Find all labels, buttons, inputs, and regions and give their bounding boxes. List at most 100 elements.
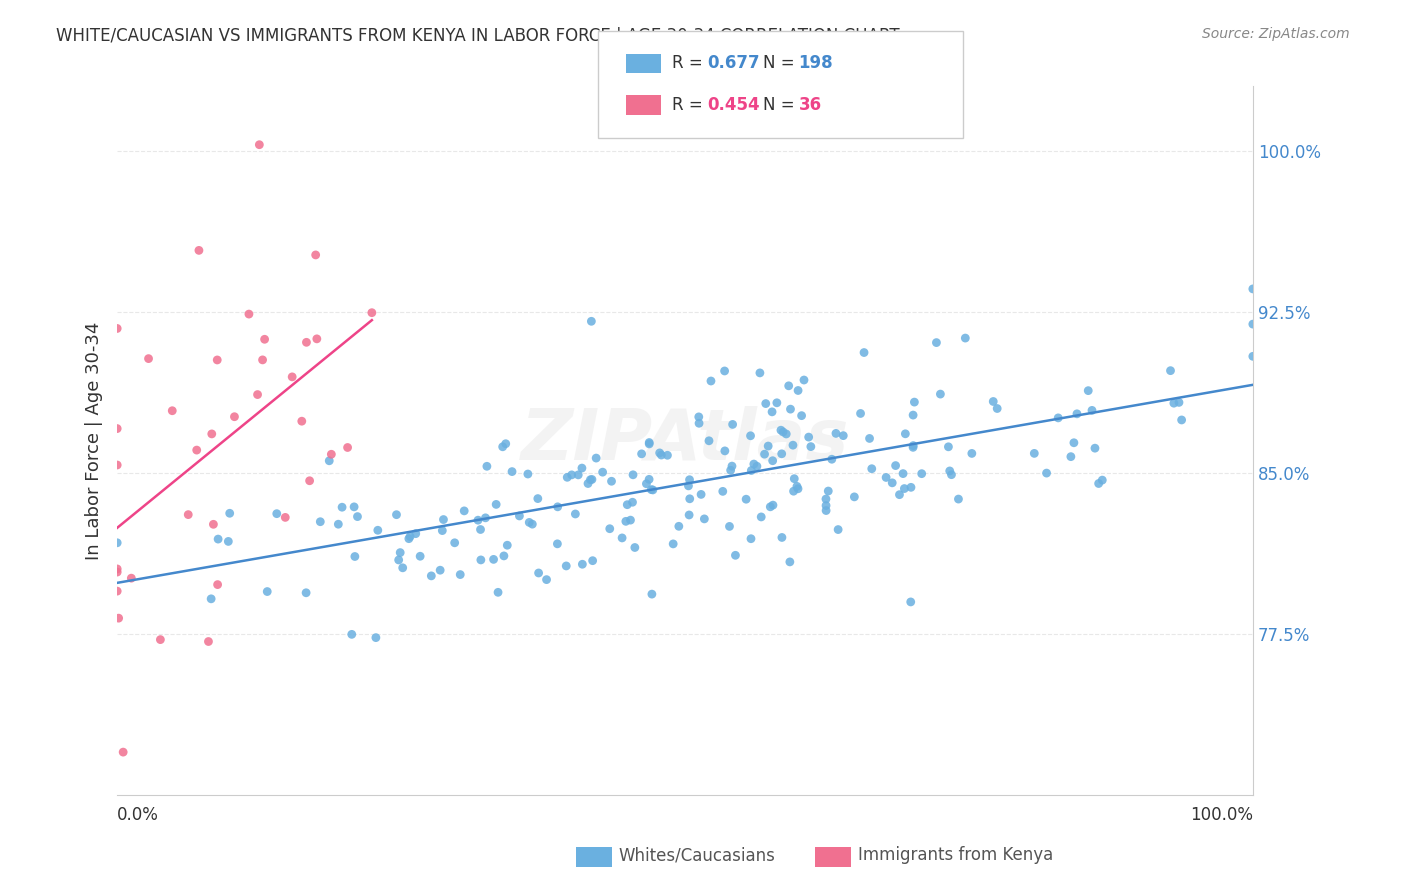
Point <box>797 430 820 444</box>
Point <box>891 467 914 481</box>
Point <box>105 536 128 550</box>
Text: N =: N = <box>763 96 800 114</box>
Point <box>443 536 465 550</box>
Point <box>925 335 948 350</box>
Point <box>486 585 509 599</box>
Point <box>582 554 605 568</box>
Point <box>1063 435 1085 450</box>
Point <box>470 523 492 537</box>
Point <box>432 524 454 538</box>
Point <box>636 476 658 491</box>
Text: N =: N = <box>763 54 800 72</box>
Point <box>330 500 353 515</box>
Point <box>714 443 737 458</box>
Point <box>1047 410 1070 425</box>
Point <box>903 439 925 453</box>
Point <box>105 565 128 579</box>
Point <box>825 426 848 441</box>
Point <box>779 555 801 569</box>
Point <box>875 470 897 484</box>
Point <box>546 537 568 551</box>
Point <box>318 454 340 468</box>
Point <box>638 472 661 486</box>
Point <box>787 482 810 496</box>
Point <box>1241 349 1264 363</box>
Text: Whites/Caucasians: Whites/Caucasians <box>619 847 776 864</box>
Point <box>778 379 800 393</box>
Point <box>367 523 389 537</box>
Point <box>328 517 350 532</box>
Point <box>678 473 700 487</box>
Point <box>207 353 229 368</box>
Point <box>938 440 960 454</box>
Point <box>903 395 925 409</box>
Point <box>668 519 690 533</box>
Point <box>900 480 922 494</box>
Point <box>821 452 844 467</box>
Point <box>207 577 229 591</box>
Point <box>772 425 794 439</box>
Text: 36: 36 <box>799 96 821 114</box>
Point <box>201 426 224 441</box>
Point <box>517 516 540 530</box>
Point <box>740 429 762 443</box>
Point <box>650 448 672 462</box>
Point <box>1170 413 1192 427</box>
Point <box>783 472 806 486</box>
Text: Immigrants from Kenya: Immigrants from Kenya <box>858 847 1053 864</box>
Y-axis label: In Labor Force | Age 30-34: In Labor Force | Age 30-34 <box>86 321 103 560</box>
Point <box>790 409 813 423</box>
Point <box>641 587 664 601</box>
Text: 100.0%: 100.0% <box>1189 805 1253 824</box>
Point <box>527 566 550 580</box>
Point <box>579 473 602 487</box>
Point <box>800 440 823 454</box>
Point <box>508 508 530 523</box>
Point <box>1024 446 1046 460</box>
Point <box>266 507 288 521</box>
Point <box>238 307 260 321</box>
Point <box>200 591 222 606</box>
Point <box>527 491 550 506</box>
Point <box>849 407 872 421</box>
Point <box>901 408 924 422</box>
Point <box>889 488 911 502</box>
Point <box>735 492 758 507</box>
Point <box>409 549 432 564</box>
Point <box>1160 364 1182 378</box>
Point <box>638 437 661 451</box>
Point <box>1241 282 1264 296</box>
Point <box>547 500 569 514</box>
Point <box>853 345 876 359</box>
Point <box>630 447 652 461</box>
Point <box>274 510 297 524</box>
Point <box>516 467 538 481</box>
Point <box>224 409 246 424</box>
Point <box>453 504 475 518</box>
Point <box>761 405 783 419</box>
Point <box>929 387 952 401</box>
Point <box>253 332 276 346</box>
Point <box>721 459 744 474</box>
Text: 0.454: 0.454 <box>707 96 759 114</box>
Text: R =: R = <box>672 54 709 72</box>
Point <box>718 519 741 533</box>
Point <box>1035 466 1057 480</box>
Point <box>814 491 837 506</box>
Point <box>291 414 314 428</box>
Point <box>616 498 638 512</box>
Text: R =: R = <box>672 96 709 114</box>
Point <box>202 517 225 532</box>
Point <box>762 498 785 512</box>
Point <box>107 611 129 625</box>
Point <box>700 374 723 388</box>
Point <box>948 491 970 506</box>
Point <box>638 435 661 450</box>
Point <box>360 306 382 320</box>
Point <box>986 401 1008 416</box>
Point <box>295 335 318 350</box>
Point <box>429 563 451 577</box>
Point <box>305 248 328 262</box>
Point <box>713 364 735 378</box>
Point <box>256 584 278 599</box>
